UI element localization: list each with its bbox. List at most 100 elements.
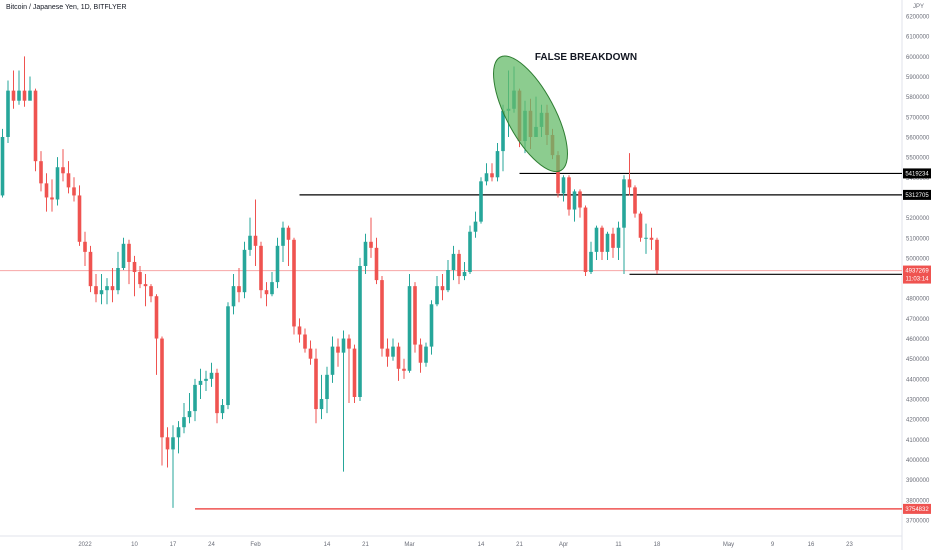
candle-body <box>424 346 428 363</box>
price-tick-label: 5600000 <box>906 135 930 141</box>
candle-body <box>61 167 65 174</box>
candle-body <box>556 155 560 194</box>
price-tick-label: 6200000 <box>906 15 930 21</box>
time-tick-label: Mar <box>404 542 414 548</box>
time-tick-label: 10 <box>131 542 138 548</box>
candle-body <box>72 187 76 196</box>
candle-body <box>275 245 280 283</box>
candle-body <box>473 221 478 232</box>
candle-body <box>638 213 643 238</box>
level-price-label-box <box>903 168 931 179</box>
time-tick-label: 23 <box>846 542 853 548</box>
price-tick-label: 4000000 <box>906 458 930 464</box>
candle-body <box>110 286 115 291</box>
candle-body <box>363 241 368 266</box>
candle-body <box>468 231 472 273</box>
candle-body <box>429 304 434 347</box>
candle-body <box>50 197 54 200</box>
price-tick-label: 4100000 <box>906 438 930 444</box>
candle-body <box>281 227 285 246</box>
candle-body <box>457 253 461 277</box>
price-tick-label: 4200000 <box>906 418 930 424</box>
candle-body <box>83 241 87 252</box>
candle-body <box>308 348 313 359</box>
candle-body <box>369 241 373 248</box>
candle-body <box>215 372 219 414</box>
price-tick-label: 5200000 <box>906 216 930 222</box>
time-tick-label: 16 <box>808 542 815 548</box>
candle-body <box>242 249 247 293</box>
candle-body <box>589 251 593 273</box>
price-tick-label: 4600000 <box>906 337 930 343</box>
candle-body <box>198 380 203 385</box>
candle-body <box>303 334 307 349</box>
false-breakdown-ellipse[interactable] <box>479 46 582 182</box>
time-tick-label: 18 <box>654 542 661 548</box>
price-tick-label: 3800000 <box>906 498 930 504</box>
candle-body <box>182 417 186 428</box>
candle-body <box>28 90 32 101</box>
time-tick-label: 21 <box>516 542 523 548</box>
candle-body <box>165 437 170 450</box>
time-tick-label: 9 <box>771 542 775 548</box>
candle-body <box>325 374 329 400</box>
candle-body <box>193 384 197 412</box>
time-tick-label: 14 <box>478 542 485 548</box>
candle-body <box>154 296 159 339</box>
candle-body <box>347 338 351 349</box>
candle-body <box>0 136 5 196</box>
candle-body <box>462 272 467 277</box>
candle-body <box>314 358 318 410</box>
candle-body <box>594 227 599 252</box>
price-tick-label: 6100000 <box>906 35 930 41</box>
price-tick-label: 4800000 <box>906 297 930 303</box>
candle-body <box>374 247 379 281</box>
price-tick-label: 5400000 <box>906 176 930 182</box>
candle-body <box>446 270 450 291</box>
time-tick-label: 17 <box>170 542 177 548</box>
candle-body <box>622 179 626 228</box>
candle-body <box>385 348 390 357</box>
annotation-ellipse-group <box>479 46 582 182</box>
level-price-label-box <box>903 503 931 514</box>
candle-body <box>143 284 148 287</box>
candle-body <box>132 261 137 273</box>
candle-body <box>44 183 49 198</box>
candle-body <box>627 179 632 188</box>
candle-body <box>259 245 263 291</box>
price-axis-labels: 5419234531270549186843754832493726911:03… <box>903 168 931 514</box>
price-tick-label: 6000000 <box>906 55 930 61</box>
candle-body <box>22 90 27 101</box>
candle-body <box>237 286 241 293</box>
price-axis-ticks: 3700000 3800000 3900000 4000000 4100000 42000… <box>906 15 930 525</box>
candle-body <box>600 227 604 252</box>
candle-body <box>391 346 395 357</box>
candle-body <box>138 272 142 285</box>
candle-body <box>99 290 104 295</box>
price-tick-label: 4300000 <box>906 398 930 404</box>
candle-body <box>402 368 406 371</box>
candle-body <box>88 251 93 287</box>
current-price-text: 4937269 <box>905 269 929 275</box>
candle-body <box>220 405 225 414</box>
candle-body <box>121 243 126 268</box>
candle-body <box>286 227 291 240</box>
level-price-label-box <box>903 189 931 200</box>
time-tick-label: May <box>723 542 734 548</box>
level-price-label-text: 5312705 <box>905 193 929 199</box>
candle-body <box>55 167 60 200</box>
price-tick-label: 3900000 <box>906 478 930 484</box>
candle-body <box>160 338 164 438</box>
candle-body <box>39 161 43 184</box>
price-tick-label: 4700000 <box>906 317 930 323</box>
candle-body <box>66 173 71 188</box>
countdown-text: 11:03:14 <box>906 277 930 283</box>
candle-body <box>17 90 21 101</box>
candle-body <box>413 286 417 345</box>
time-tick-label: Apr <box>559 542 568 548</box>
candle-body <box>407 286 412 371</box>
candle-body <box>297 326 302 335</box>
time-tick-label: 21 <box>362 542 369 548</box>
